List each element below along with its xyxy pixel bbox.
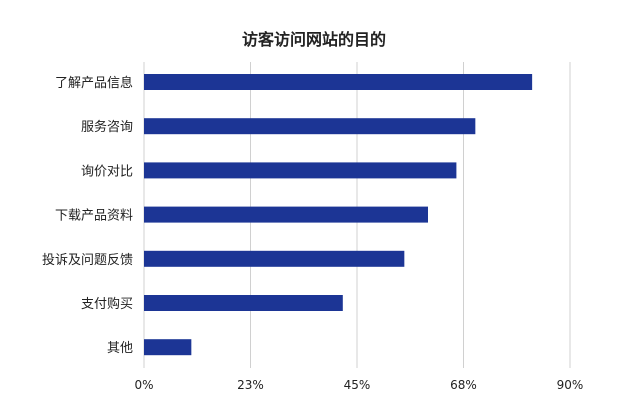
bar (144, 206, 428, 223)
chart-title: 访客访问网站的目的 (241, 30, 386, 49)
bars (144, 74, 533, 356)
bar (144, 162, 457, 179)
bar (144, 74, 533, 90)
category-label: 询价对比 (81, 164, 133, 179)
x-tick-label: 90% (557, 378, 584, 392)
category-label: 了解产品信息 (55, 75, 133, 91)
x-tick-label: 68% (450, 378, 477, 392)
bar (144, 339, 192, 356)
category-label: 投诉及问题反馈 (42, 252, 133, 268)
bar (144, 295, 343, 311)
x-tick-label: 0% (134, 378, 153, 392)
x-tick-label: 23% (237, 378, 264, 392)
bar (144, 118, 476, 135)
x-tick-label: 45% (344, 378, 371, 392)
category-label: 支付购买 (81, 296, 133, 312)
category-label: 服务咨询 (81, 119, 133, 135)
bar (144, 250, 405, 267)
category-label: 下载产品资料 (55, 209, 133, 224)
category-label: 其他 (107, 341, 133, 356)
x-axis-tick-labels: 0% 23% 45% 68% 90% (134, 378, 583, 392)
